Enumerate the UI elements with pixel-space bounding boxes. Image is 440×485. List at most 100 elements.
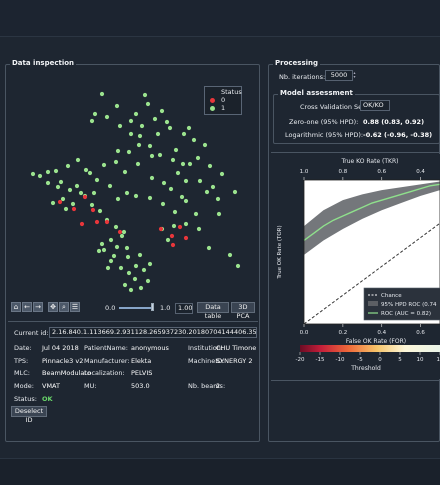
scatter-point-status-1[interactable] — [183, 221, 189, 227]
scatter-point-status-1[interactable] — [145, 101, 151, 107]
slider-value-field[interactable]: 1.00 — [175, 303, 193, 314]
scatter-point-status-1[interactable] — [173, 147, 179, 153]
scatter-point-status-0[interactable] — [90, 207, 96, 213]
scatter-point-status-1[interactable] — [232, 189, 238, 195]
scatter-point-status-1[interactable] — [92, 111, 98, 117]
scatter-point-status-1[interactable] — [180, 161, 186, 167]
scatter-point-status-0[interactable] — [170, 242, 176, 248]
scatter-point-status-1[interactable] — [65, 163, 71, 169]
scatter-point-status-1[interactable] — [99, 241, 105, 247]
scatter-point-status-1[interactable] — [89, 202, 95, 208]
scatter-point-status-1[interactable] — [167, 125, 173, 131]
scatter-point-status-1[interactable] — [105, 265, 111, 271]
scatter-point-status-1[interactable] — [113, 159, 119, 165]
scatter-point-status-1[interactable] — [216, 211, 222, 217]
scatter-point-status-1[interactable] — [191, 137, 197, 143]
scatter-point-status-1[interactable] — [139, 123, 145, 129]
scatter-point-status-0[interactable] — [158, 226, 164, 232]
scatter-point-status-1[interactable] — [179, 194, 185, 200]
scatter-point-status-1[interactable] — [133, 111, 139, 117]
scatter-point-status-1[interactable] — [202, 142, 208, 148]
scatter-point-status-1[interactable] — [58, 179, 64, 185]
scatter-point-status-1[interactable] — [121, 229, 127, 235]
scatter-point-status-1[interactable] — [124, 245, 130, 251]
scatter-point-status-1[interactable] — [207, 163, 213, 169]
scatter-point-status-1[interactable] — [117, 123, 123, 129]
data-table-button[interactable]: Data table — [197, 302, 229, 320]
scatter-point-status-1[interactable] — [45, 169, 51, 175]
scatter-point-status-1[interactable] — [118, 265, 124, 271]
scatter-point-status-1[interactable] — [147, 261, 153, 267]
scatter-point-status-1[interactable] — [50, 200, 56, 206]
back-icon[interactable]: ← — [22, 302, 32, 312]
scatter-point-status-0[interactable] — [82, 194, 88, 200]
scatter-point-status-1[interactable] — [171, 223, 177, 229]
scatter-point-status-0[interactable] — [177, 224, 183, 230]
scatter-point-status-1[interactable] — [45, 180, 51, 186]
scatter-point-status-1[interactable] — [87, 170, 93, 176]
scatter-point-status-1[interactable] — [99, 91, 105, 97]
scatter-plot[interactable] — [0, 0, 262, 300]
scatter-point-status-1[interactable] — [30, 171, 36, 177]
scatter-point-status-1[interactable] — [145, 278, 151, 284]
scatter-point-status-1[interactable] — [197, 178, 203, 184]
scatter-point-status-1[interactable] — [125, 254, 131, 260]
scatter-point-status-0[interactable] — [169, 233, 175, 239]
scatter-point-status-1[interactable] — [126, 149, 132, 155]
scatter-point-status-0[interactable] — [183, 235, 189, 241]
scatter-point-status-1[interactable] — [206, 245, 212, 251]
scatter-point-status-1[interactable] — [75, 157, 81, 163]
scatter-point-status-1[interactable] — [108, 258, 114, 264]
scatter-point-status-1[interactable] — [142, 92, 148, 98]
scatter-point-status-0[interactable] — [117, 229, 123, 235]
scatter-point-status-1[interactable] — [124, 190, 130, 196]
scatter-point-status-1[interactable] — [138, 285, 144, 291]
scatter-point-status-1[interactable] — [165, 237, 171, 243]
scatter-point-status-1[interactable] — [149, 175, 155, 181]
scatter-point-status-1[interactable] — [147, 195, 153, 201]
scatter-point-status-0[interactable] — [94, 219, 100, 225]
scatter-point-status-1[interactable] — [113, 224, 119, 230]
scatter-point-status-1[interactable] — [126, 270, 132, 276]
scatter-point-status-1[interactable] — [172, 209, 178, 215]
scatter-point-status-1[interactable] — [74, 183, 80, 189]
current-id-field[interactable]: 2.16.840.1.113669.2.931128.265937230.201… — [49, 327, 257, 338]
scatter-point-status-1[interactable] — [161, 180, 167, 186]
scatter-point-status-0[interactable] — [71, 206, 77, 212]
scatter-point-status-1[interactable] — [135, 161, 141, 167]
cv-set-select[interactable]: OK/KO — [360, 100, 390, 111]
scatter-point-status-1[interactable] — [83, 167, 89, 173]
home-icon[interactable]: ⌂ — [11, 302, 21, 312]
scatter-point-status-1[interactable] — [37, 173, 43, 179]
scatter-point-status-0[interactable] — [57, 199, 63, 205]
scatter-point-status-1[interactable] — [219, 171, 225, 177]
scatter-point-status-0[interactable] — [104, 219, 110, 225]
scatter-point-status-1[interactable] — [111, 253, 117, 259]
scatter-point-status-1[interactable] — [155, 131, 161, 137]
threshold-slider-handle[interactable] — [151, 303, 154, 311]
scatter-point-status-0[interactable] — [79, 221, 85, 227]
scatter-point-status-1[interactable] — [147, 143, 153, 149]
scatter-point-status-1[interactable] — [175, 170, 181, 176]
scatter-point-status-1[interactable] — [94, 177, 100, 183]
pan-icon[interactable]: ✥ — [48, 302, 58, 312]
scatter-point-status-1[interactable] — [119, 233, 125, 239]
scatter-point-status-1[interactable] — [128, 118, 134, 124]
scatter-point-status-1[interactable] — [96, 248, 102, 254]
scatter-point-status-1[interactable] — [60, 196, 66, 202]
scatter-point-status-1[interactable] — [89, 118, 95, 124]
scatter-point-status-1[interactable] — [168, 186, 174, 192]
scatter-point-status-1[interactable] — [170, 157, 176, 163]
scatter-point-status-1[interactable] — [183, 198, 189, 204]
zoom-icon[interactable]: ⌕ — [59, 302, 69, 312]
scatter-point-status-1[interactable] — [115, 196, 121, 202]
scatter-point-status-1[interactable] — [63, 206, 69, 212]
deselect-id-button[interactable]: Deselect ID — [11, 406, 47, 424]
scatter-point-status-1[interactable] — [133, 263, 139, 269]
scatter-point-status-1[interactable] — [67, 187, 73, 193]
scatter-point-status-1[interactable] — [53, 168, 59, 174]
scatter-point-status-1[interactable] — [186, 125, 192, 131]
scatter-point-status-1[interactable] — [107, 183, 113, 189]
scatter-point-status-1[interactable] — [55, 184, 61, 190]
scatter-point-status-1[interactable] — [164, 119, 170, 125]
